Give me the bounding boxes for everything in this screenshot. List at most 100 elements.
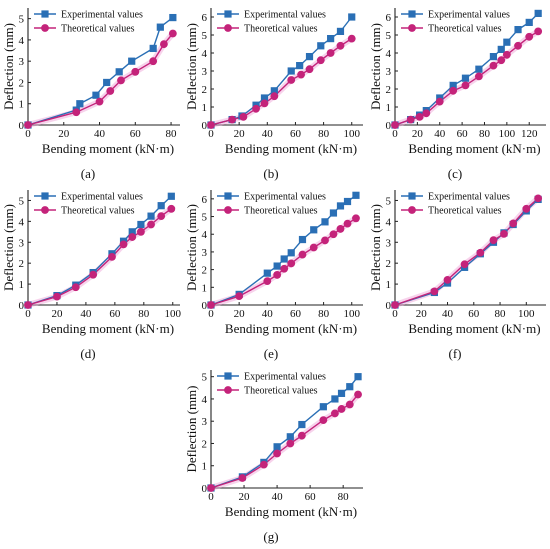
x-tick-label: 40 (434, 128, 446, 140)
legend-square-icon (41, 10, 49, 18)
chart-panel: 0 20 40 60 80 0 1 2 3 4 5 Bending moment (kN·m) Defl… (1, 8, 180, 181)
x-tick-label: 80 (318, 308, 330, 320)
theoretical-point (108, 253, 116, 261)
y-tick-label: 0 (386, 300, 392, 312)
y-tick-label: 1 (202, 282, 208, 294)
y-tick-label: 3 (386, 66, 392, 78)
experimental-point (156, 23, 164, 31)
legend-circle-icon (224, 386, 232, 394)
experimental-point (167, 192, 175, 200)
theoretical-point (119, 240, 128, 249)
y-tick-label: 3 (19, 237, 25, 249)
x-axis-title: Bending moment (kN·m) (225, 504, 357, 519)
x-axis-title: Bending moment (kN·m) (42, 141, 174, 156)
x-tick-label: 100 (165, 308, 182, 320)
x-tick-label: 60 (290, 128, 302, 140)
legend: Experimental values Theoretical values (217, 192, 326, 217)
y-tick-label: 4 (202, 48, 208, 60)
theoretical-point (71, 283, 80, 292)
theoretical-point (270, 92, 279, 101)
legend-circle-icon (41, 24, 49, 32)
experimental-point (92, 91, 100, 99)
theoretical-point (534, 194, 543, 203)
experimental-point (298, 420, 306, 429)
panel-label: (e) (264, 346, 278, 361)
legend-theoretical-label: Theoretical values (61, 24, 135, 35)
x-tick-label: 120 (521, 128, 538, 140)
x-tick-label: 0 (392, 128, 398, 140)
legend: Experimental values Theoretical values (217, 10, 326, 35)
theoretical-point (149, 57, 158, 66)
theoretical-point (298, 250, 307, 259)
x-tick-label: 80 (479, 128, 491, 140)
theoretical-point (287, 76, 296, 84)
legend-theoretical-label: Theoretical values (428, 206, 502, 217)
theoretical-point (449, 86, 458, 95)
x-tick-label: 0 (25, 128, 31, 140)
experimental-point (115, 68, 123, 76)
x-tick-label: 80 (138, 308, 150, 320)
theoretical-point (474, 72, 483, 81)
experimental-point (296, 62, 304, 70)
theoretical-point (525, 32, 534, 41)
theoretical-point (280, 264, 289, 273)
chart-panel: 0 20 40 60 80 0 1 2 3 4 5 Bending moment (kN·m) Defl… (184, 370, 363, 544)
experimental-point (280, 255, 288, 263)
legend-theoretical-label: Theoretical values (428, 24, 502, 35)
experimental-point (327, 35, 335, 43)
x-tick-label: 40 (94, 128, 106, 140)
legend: Experimental values Theoretical values (34, 192, 143, 217)
legend-circle-icon (224, 206, 232, 214)
experimental-point (525, 18, 533, 26)
legend-circle-icon (41, 206, 49, 214)
experimental-point (449, 81, 457, 89)
y-axis-title: Deflection (mm) (184, 23, 199, 110)
chart-panel: 0 20 40 60 80 100 0 1 2 3 4 5 Bending moment (kN·m) D… (1, 190, 182, 361)
y-tick-label: 1 (19, 99, 25, 111)
y-axis-title: Deflection (mm) (368, 23, 383, 110)
theoretical-point (391, 301, 399, 309)
theoretical-point (207, 484, 215, 492)
theoretical-point (461, 81, 470, 90)
panel-label: (b) (263, 166, 278, 181)
legend-experimental-label: Experimental values (244, 10, 326, 21)
x-tick-label: 80 (318, 128, 330, 140)
x-tick-label: 20 (58, 128, 70, 140)
theoretical-point (297, 70, 305, 79)
y-tick-label: 0 (386, 120, 392, 132)
y-tick-label: 6 (202, 12, 208, 24)
legend-experimental-label: Experimental values (61, 10, 143, 21)
legend-circle-icon (224, 24, 232, 32)
legend-circle-icon (408, 206, 416, 214)
y-tick-label: 0 (19, 120, 25, 132)
experimental-point (169, 13, 177, 22)
theoretical-point (128, 233, 137, 241)
experimental-series-line (394, 198, 539, 306)
experimental-point (475, 65, 483, 73)
x-tick-label: 100 (343, 128, 360, 140)
theoretical-point (347, 34, 356, 43)
legend-square-icon (224, 10, 232, 18)
experimental-point (497, 45, 505, 53)
x-tick-label: 40 (442, 308, 454, 320)
y-tick-label: 3 (202, 416, 208, 428)
theoretical-point (168, 29, 177, 38)
legend-circle-icon (408, 24, 416, 32)
x-axis-title: Bending moment (kN·m) (225, 141, 357, 156)
theoretical-point (476, 248, 485, 257)
theoretical-point (522, 204, 531, 213)
y-tick-label: 1 (19, 279, 25, 291)
theoretical-point (263, 277, 272, 286)
theoretical-point (286, 439, 295, 448)
experimental-point (346, 383, 354, 391)
theoretical-point (117, 76, 125, 85)
y-tick-label: 4 (202, 394, 208, 406)
theoretical-point (443, 276, 452, 284)
experimental-point (336, 202, 345, 210)
panel-label: (d) (80, 346, 95, 361)
experimental-point (534, 9, 542, 17)
experimental-point (263, 269, 271, 277)
theoretical-point (273, 271, 282, 279)
y-tick-label: 2 (19, 258, 25, 270)
